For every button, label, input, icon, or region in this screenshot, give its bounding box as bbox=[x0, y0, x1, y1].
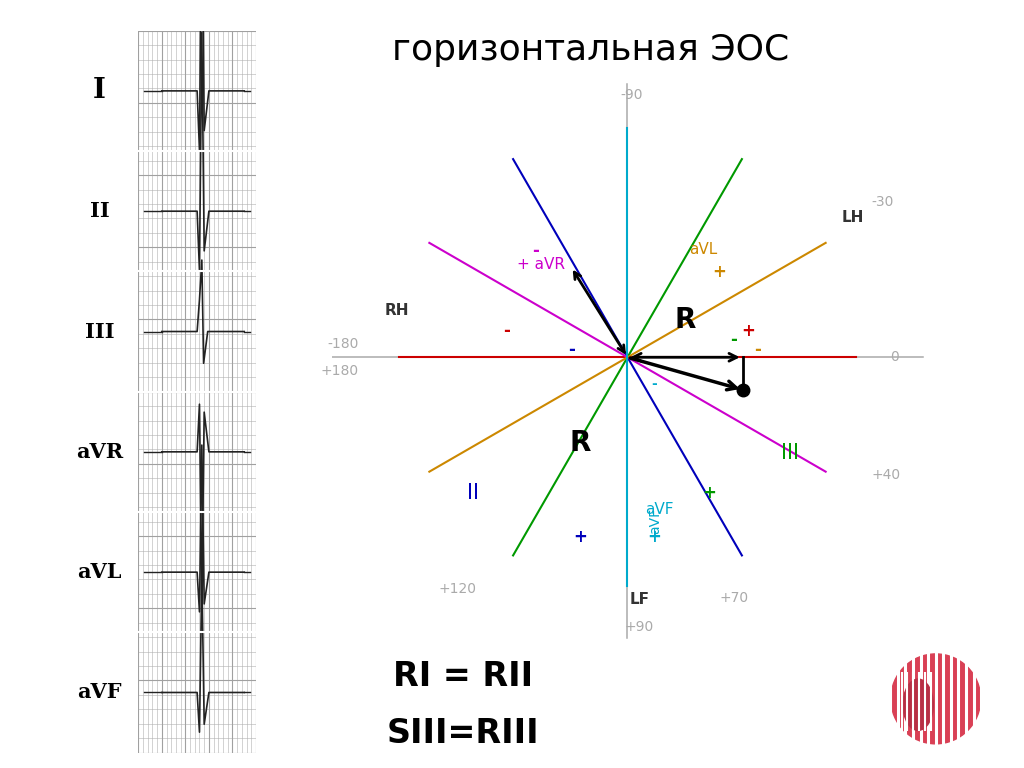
Text: +: + bbox=[701, 484, 716, 502]
Text: +: + bbox=[573, 528, 587, 546]
Text: +40: +40 bbox=[871, 468, 900, 482]
Text: +: + bbox=[741, 322, 756, 339]
Text: -: - bbox=[532, 242, 540, 260]
Text: RI = RII: RI = RII bbox=[393, 660, 534, 694]
Text: aVR: aVR bbox=[76, 442, 123, 462]
Circle shape bbox=[891, 654, 981, 744]
Text: +70: +70 bbox=[719, 591, 749, 604]
Text: RH: RH bbox=[385, 303, 409, 317]
Text: + aVR: + aVR bbox=[517, 257, 565, 272]
Text: +90: +90 bbox=[625, 620, 654, 634]
Text: +180: +180 bbox=[321, 363, 358, 378]
Text: -: - bbox=[730, 330, 737, 349]
Text: -90: -90 bbox=[621, 88, 643, 102]
Text: SIII=RIII: SIII=RIII bbox=[387, 717, 540, 750]
Text: +: + bbox=[647, 528, 662, 546]
Text: III: III bbox=[85, 322, 115, 342]
Text: -: - bbox=[754, 341, 761, 359]
Text: -: - bbox=[503, 322, 510, 339]
Text: +120: +120 bbox=[438, 581, 477, 596]
Text: aVL: aVL bbox=[689, 242, 718, 257]
Text: aVF: aVF bbox=[648, 508, 663, 534]
Text: горизонтальная ЭОС: горизонтальная ЭОС bbox=[392, 33, 790, 67]
Text: II: II bbox=[90, 201, 110, 221]
Text: aVF: aVF bbox=[77, 683, 122, 703]
Text: 0: 0 bbox=[890, 350, 899, 364]
Text: LF: LF bbox=[630, 592, 649, 607]
Text: -180: -180 bbox=[328, 337, 358, 351]
Text: R: R bbox=[675, 306, 695, 334]
Ellipse shape bbox=[903, 679, 933, 730]
Text: +: + bbox=[712, 263, 726, 280]
Text: aVF: aVF bbox=[645, 502, 674, 517]
Text: LH: LH bbox=[842, 210, 864, 224]
Text: aVL: aVL bbox=[77, 562, 122, 582]
Text: -30: -30 bbox=[871, 195, 893, 209]
Text: I: I bbox=[93, 78, 105, 104]
Text: II: II bbox=[467, 483, 478, 503]
Text: -: - bbox=[568, 341, 574, 359]
Text: III: III bbox=[781, 443, 799, 463]
Text: R: R bbox=[569, 429, 591, 457]
Text: -: - bbox=[651, 377, 657, 391]
